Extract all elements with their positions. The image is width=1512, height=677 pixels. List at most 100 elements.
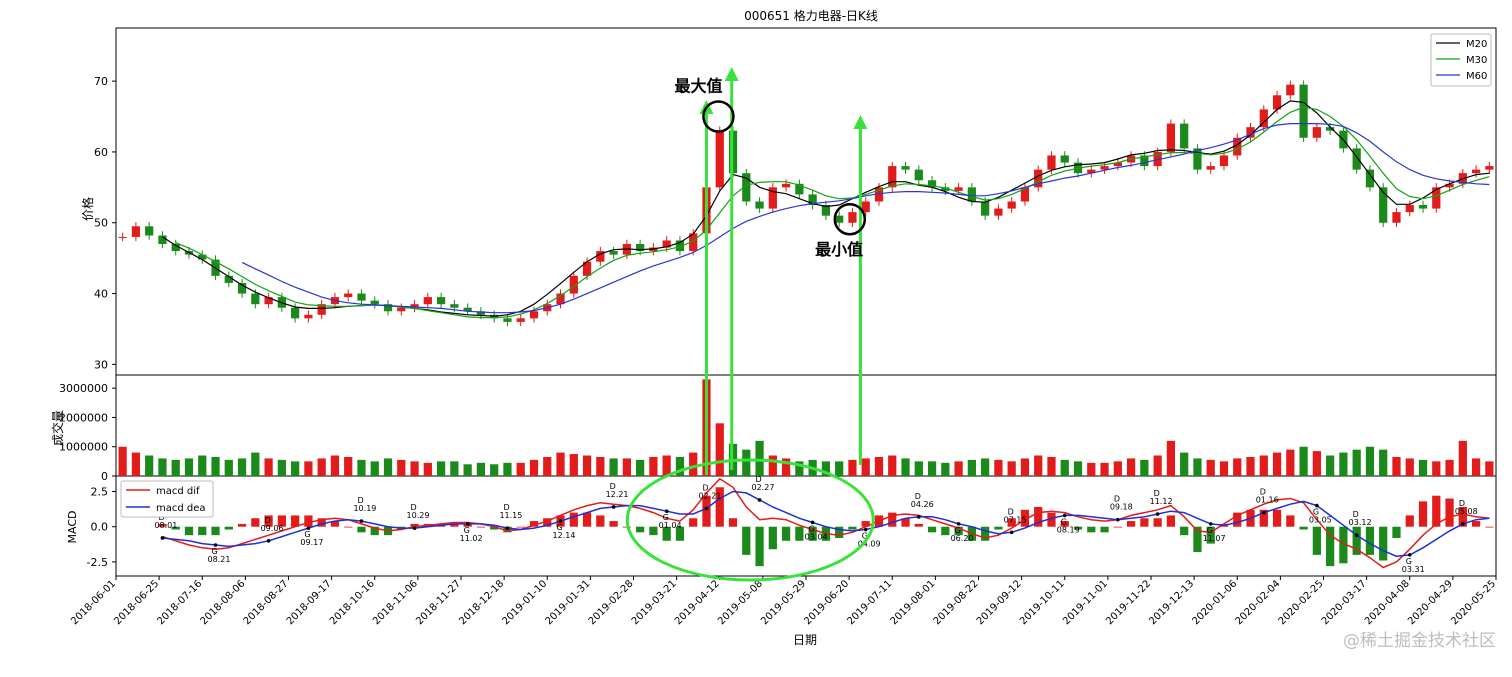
macd-histogram-bar bbox=[1445, 498, 1454, 527]
candle-body bbox=[317, 304, 326, 315]
cross-kind-label: D bbox=[610, 482, 616, 491]
cross-kind-label: G bbox=[212, 547, 218, 556]
candle-body bbox=[1034, 169, 1043, 188]
macd-histogram-bar bbox=[582, 512, 592, 527]
volume-bar bbox=[1246, 456, 1255, 476]
cross-marker bbox=[611, 505, 616, 509]
candle-body bbox=[1166, 123, 1176, 152]
cross-kind-label: D bbox=[702, 483, 708, 492]
cross-marker bbox=[664, 509, 669, 514]
volume-bar bbox=[821, 461, 831, 476]
candle-body bbox=[994, 208, 1003, 216]
macd-histogram-bar bbox=[1087, 526, 1096, 533]
candle-body bbox=[1326, 127, 1335, 131]
cross-kind-label: D bbox=[1154, 489, 1160, 498]
candle-body bbox=[768, 187, 777, 209]
macd-histogram-bar bbox=[529, 521, 539, 527]
cross-date-label: 11.15 bbox=[499, 511, 522, 520]
macd-histogram-bar bbox=[1272, 509, 1282, 527]
macd-histogram-bar bbox=[1007, 518, 1016, 527]
volume-bar bbox=[1379, 449, 1388, 476]
volume-bar bbox=[264, 458, 273, 476]
volume-bar bbox=[596, 456, 605, 476]
cross-date-label: 05.08 bbox=[1455, 507, 1478, 516]
volume-bar bbox=[927, 461, 937, 476]
watermark: @稀土掘金技术社区 bbox=[1343, 631, 1496, 651]
annotation-arrow-head bbox=[853, 115, 868, 129]
volume-bar bbox=[171, 459, 180, 476]
candle-body bbox=[861, 201, 870, 213]
volume-bar bbox=[1020, 458, 1030, 476]
macd-histogram-bar bbox=[1140, 518, 1149, 527]
cross-kind-label: D bbox=[411, 503, 417, 512]
volume-bar bbox=[1418, 459, 1428, 476]
cross-date-label: 12.14 bbox=[553, 531, 576, 540]
volume-bar bbox=[1206, 459, 1215, 476]
cross-kind-label: G bbox=[304, 530, 310, 539]
candle-body bbox=[436, 297, 446, 305]
cross-date-label: 04.26 bbox=[911, 500, 934, 509]
x-tick-label: 2020-01-06 bbox=[1190, 578, 1239, 627]
candle-body bbox=[304, 314, 313, 319]
macd-histogram-bar bbox=[927, 526, 937, 533]
volume-bar bbox=[1326, 455, 1335, 476]
volume-bar bbox=[1047, 456, 1056, 476]
x-tick-label: 2020-04-08 bbox=[1363, 578, 1412, 627]
macd-histogram-bar bbox=[344, 526, 353, 528]
volume-bar bbox=[529, 459, 539, 476]
volume-bar bbox=[1485, 461, 1494, 476]
cross-marker bbox=[359, 519, 364, 523]
volume-bar bbox=[954, 461, 963, 476]
cross-date-label: 11.02 bbox=[460, 534, 483, 543]
macd-histogram-bar bbox=[596, 515, 605, 527]
macd-histogram-bar bbox=[1286, 515, 1295, 527]
candle-body bbox=[171, 243, 180, 252]
axes: 30 40 50 60 70 0 1000000 2000000 3000000 -2.5 0.0 2… bbox=[59, 75, 1498, 627]
macd-histogram-bar bbox=[1180, 526, 1189, 536]
volume-bar bbox=[1432, 461, 1441, 476]
macd-histogram-bar bbox=[476, 526, 486, 528]
macd-histogram-bar bbox=[1073, 526, 1083, 530]
cross-marker bbox=[810, 520, 815, 525]
volume-bar bbox=[357, 459, 366, 476]
macd-histogram-bar bbox=[569, 512, 578, 527]
x-tick-label: 2019-11-22 bbox=[1104, 578, 1153, 627]
candle-body bbox=[1485, 166, 1494, 170]
macd-histogram-bar bbox=[728, 518, 738, 527]
candle-body bbox=[224, 275, 233, 283]
candle-body bbox=[609, 251, 618, 255]
macd-histogram-bar bbox=[981, 526, 990, 541]
candle-body bbox=[888, 166, 897, 188]
cross-date-label: 08.21 bbox=[208, 555, 231, 564]
volume-bar bbox=[649, 456, 658, 476]
macd-histogram-bar bbox=[237, 523, 247, 527]
cross-marker bbox=[1407, 553, 1412, 557]
macd-histogram-bar bbox=[1471, 521, 1481, 527]
volume-bar bbox=[158, 458, 167, 476]
volume-bar bbox=[1060, 459, 1069, 476]
macd-histogram-bar bbox=[251, 518, 260, 527]
price-y-tick-label: 50 bbox=[94, 217, 108, 230]
volume-bar bbox=[1272, 452, 1282, 476]
candle-body bbox=[914, 169, 923, 181]
volume-bar bbox=[569, 454, 578, 476]
macd-histogram-bar bbox=[171, 526, 180, 530]
cross-marker bbox=[465, 522, 470, 526]
cross-kind-label: G bbox=[1313, 508, 1319, 517]
volume-y-tick-label: 2000000 bbox=[59, 411, 108, 424]
macd-histogram-bar bbox=[1312, 526, 1321, 555]
macd-histogram-bar bbox=[755, 526, 764, 567]
volume-bar bbox=[450, 461, 459, 476]
candle-body bbox=[1020, 187, 1030, 202]
volume-bar bbox=[145, 455, 154, 476]
volume-ylabel: 成交量 bbox=[50, 410, 65, 446]
legend-macd-dif-label: macd dif bbox=[156, 486, 200, 497]
cross-date-label: 09.18 bbox=[1110, 503, 1133, 512]
volume-bar bbox=[1286, 449, 1295, 476]
cross-marker bbox=[505, 526, 510, 530]
cross-marker bbox=[558, 519, 563, 523]
candle-body bbox=[198, 254, 207, 260]
candle-body bbox=[941, 187, 950, 191]
cross-date-label: 09.17 bbox=[300, 538, 323, 547]
